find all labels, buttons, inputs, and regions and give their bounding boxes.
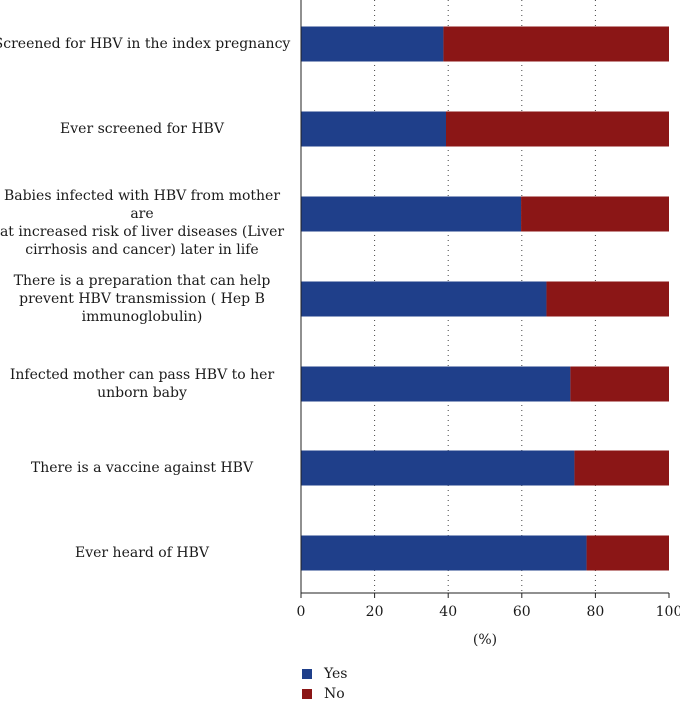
bar-yes-4 [301,366,571,402]
category-label-0: Screened for HBV in the index pregnancy [0,36,291,52]
x-tick-label-80: 80 [586,604,604,620]
x-tick-label-0: 0 [297,604,306,620]
bar-yes-1 [301,111,446,147]
x-tick-label-60: 60 [513,604,531,620]
legend-item-no: No [302,686,345,702]
bar-no-2 [521,196,669,232]
bar-no-0 [443,26,669,62]
category-label-6: Ever heard of HBV [75,545,209,561]
bar-no-3 [546,281,669,317]
category-label-1: Ever screened for HBV [60,121,224,137]
bar-yes-0 [301,26,444,62]
x-tick-label-40: 40 [439,604,457,620]
bar-no-5 [574,450,669,486]
category-label-5: There is a vaccine against HBV [30,460,254,476]
bar-no-4 [570,366,669,402]
x-axis-label: (%) [473,632,497,648]
legend-item-yes: Yes [302,666,348,682]
x-tick-label-20: 20 [366,604,384,620]
bar-yes-6 [301,535,587,571]
bar-yes-5 [301,450,575,486]
legend-label-no: No [324,686,345,702]
category-label-4: Infected mother can pass HBV to her unbo… [9,367,275,401]
legend-label-yes: Yes [324,666,348,682]
legend-swatch-yes [302,669,312,679]
bar-no-6 [586,535,669,571]
bar-yes-2 [301,196,522,232]
bar-no-1 [445,111,669,147]
legend-swatch-no [302,689,312,699]
x-tick-label-100: 100 [656,604,680,620]
bar-yes-3 [301,281,547,317]
category-label-3: There is a preparation that can help pre… [13,273,271,325]
category-label-2: Babies infected with HBV from mother are… [0,188,285,258]
